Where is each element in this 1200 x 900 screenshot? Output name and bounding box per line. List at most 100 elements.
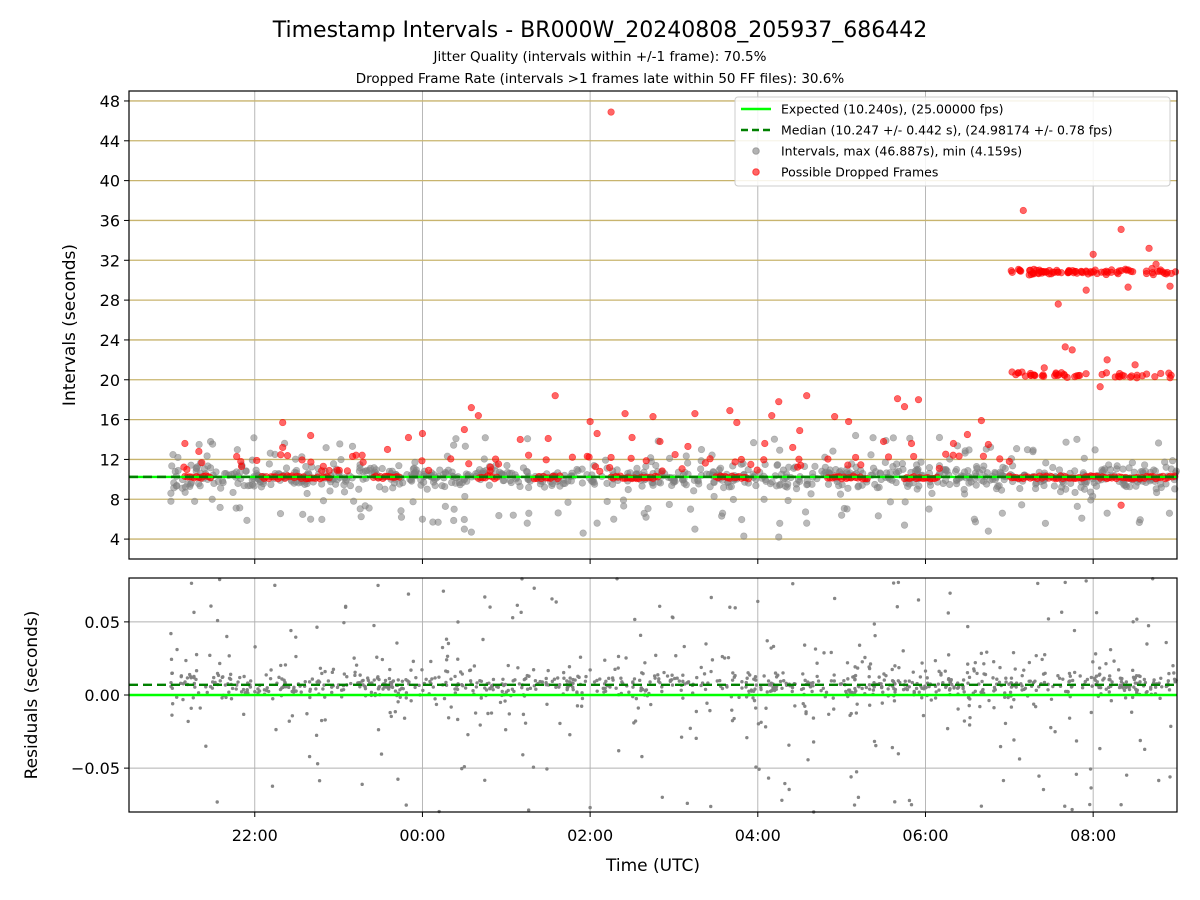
interval-point [196,482,204,490]
x-axis-label: Time (UTC) [605,856,700,876]
residual-point [685,681,689,685]
dropped-point [1026,266,1034,274]
residual-point [882,672,886,676]
residual-point [672,676,677,681]
interval-point [525,509,533,517]
residual-point [323,718,327,722]
residual-point [1159,676,1163,681]
residual-point [294,689,298,693]
interval-point [168,462,176,470]
interval-point [633,464,641,472]
residual-point [853,665,857,669]
residual-point [484,688,489,692]
residual-point [489,711,494,715]
residual-point [1084,579,1088,583]
interval-point [901,498,909,506]
residual-point [756,599,760,604]
interval-point [350,497,358,505]
interval-point [355,485,363,493]
interval-point [210,479,218,488]
residual-point [967,703,971,708]
residual-point [462,764,467,769]
residual-point [933,696,938,700]
residual-point [1142,747,1147,752]
residual-point [740,686,744,690]
interval-point [807,490,815,498]
dropped-point [996,455,1004,463]
residual-point [175,647,179,652]
residual-point [1138,738,1142,743]
interval-point [191,497,199,505]
interval-point [776,519,784,527]
interval-point [980,477,988,485]
residual-point [747,689,751,693]
residual-point [525,687,530,691]
dropped-point [1093,269,1101,278]
residual-point [624,656,628,660]
residual-point [992,689,996,693]
dropped-point [1040,364,1048,372]
residual-point [617,749,621,753]
interval-point [480,455,488,463]
residual-point [1121,686,1125,690]
dropped-point [1142,370,1151,378]
interval-point [1071,467,1079,475]
interval-point [397,507,405,515]
residual-point [194,668,199,673]
interval-point [438,482,446,490]
residual-point [632,721,636,725]
residual-point [1041,787,1046,792]
residual-point [1033,704,1038,709]
dropped-point [1103,356,1111,364]
residual-point [874,743,878,748]
residual-point [939,673,943,677]
interval-point [691,525,699,533]
residual-point [872,680,876,685]
interval-point [803,519,811,527]
residual-point [1041,672,1046,676]
interval-point [603,479,611,487]
residual-point [660,795,665,799]
residual-point [169,631,173,636]
residual-point [446,641,451,646]
interval-point [965,446,973,454]
residual-point [802,643,807,647]
residual-point [863,655,867,660]
residual-point [699,683,703,688]
residual-point [248,679,253,683]
residual-point [283,680,287,685]
interval-point [266,449,274,457]
residual-point [946,677,951,682]
residual-point [277,675,281,680]
intervals-ytick-label-10: 44 [100,132,120,151]
residual-point [220,696,224,700]
residual-point [1135,617,1139,621]
interval-point [1018,501,1026,509]
interval-point [1073,435,1081,443]
residual-point [987,698,991,703]
dropped-point [491,455,500,463]
dropped-point [731,458,739,466]
residual-point [550,679,555,684]
residual-point [705,701,709,705]
residual-point [903,679,907,683]
residual-point [456,657,460,661]
residual-point [893,800,897,804]
residual-point [1083,679,1088,684]
residual-point [342,620,346,625]
interval-point [381,485,389,493]
residual-point [189,706,193,710]
residual-point [583,679,588,683]
interval-point [889,434,897,442]
residual-point [675,676,679,680]
residual-point [299,690,303,694]
residual-point [921,713,926,718]
residual-point [315,625,319,629]
residual-point [1022,668,1026,672]
residual-point [824,690,829,695]
residual-point [759,720,763,724]
interval-point [229,488,237,497]
interval-point [935,433,944,442]
residual-point [731,671,735,675]
residual-point [764,706,768,710]
